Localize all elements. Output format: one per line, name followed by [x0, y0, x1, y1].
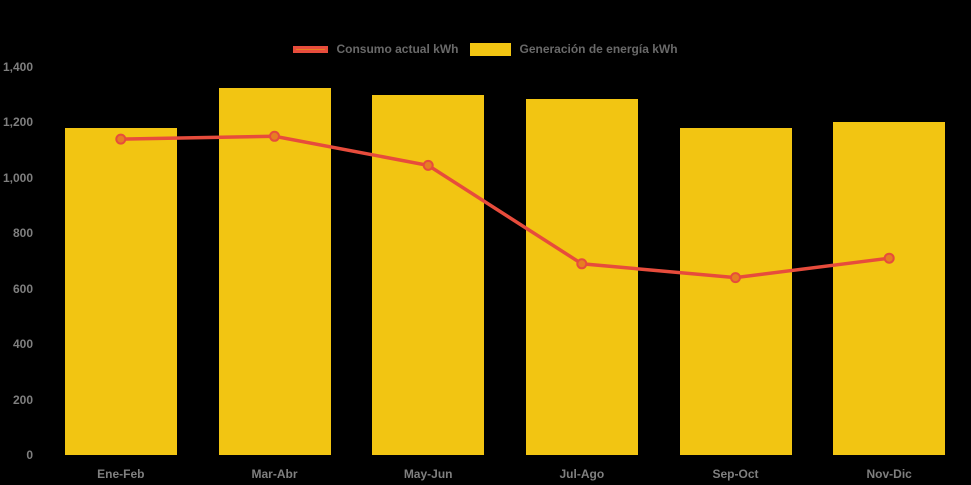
- y-tick-label: 1,000: [2, 170, 33, 185]
- legend-label-generacion-energia: Generación de energía kWh: [519, 42, 678, 56]
- line-series: [115, 130, 895, 284]
- x-tick-label-Ene-Feb: Ene-Feb: [97, 467, 145, 481]
- bar-May-Jun[interactable]: [372, 94, 485, 455]
- x-tick-label-Mar-Abr: Mar-Abr: [251, 467, 298, 481]
- line-point-Mar-Abr[interactable]: [269, 130, 280, 142]
- bar-Sep-Oct[interactable]: [679, 127, 792, 455]
- bar-Mar-Abr[interactable]: [218, 87, 331, 455]
- x-tick-label-Nov-Dic: Nov-Dic: [866, 467, 912, 481]
- bar-Jul-Ago[interactable]: [525, 98, 638, 455]
- x-tick-label-Jul-Ago: Jul-Ago: [559, 467, 605, 481]
- y-tick-label: 1,200: [2, 115, 33, 130]
- bar-Ene-Feb[interactable]: [64, 127, 177, 455]
- line-point-Ene-Feb[interactable]: [115, 133, 127, 145]
- x-tick-label-May-Jun: May-Jun: [403, 467, 453, 481]
- y-tick-label: 200: [12, 392, 33, 407]
- plot-area: [44, 67, 966, 455]
- legend: Consumo actual kWh Generación de energía…: [0, 40, 971, 58]
- x-tick-label-Sep-Oct: Sep-Oct: [712, 467, 759, 481]
- legend-label-consumo-actual: Consumo actual kWh: [336, 42, 459, 56]
- bar-series-swatch-icon: [470, 42, 512, 56]
- y-tick-label: 600: [12, 281, 33, 296]
- line-point-Nov-Dic[interactable]: [883, 252, 895, 264]
- legend-item-consumo-actual[interactable]: Consumo actual kWh: [293, 42, 458, 56]
- y-tick-label: 800: [12, 226, 33, 241]
- line-point-May-Jun[interactable]: [422, 159, 434, 171]
- y-tick-label: 1,400: [2, 60, 33, 74]
- legend-item-generacion-energia[interactable]: Generación de energía kWh: [470, 42, 678, 56]
- y-tick-label: 0: [26, 448, 33, 462]
- line-point-Jul-Ago[interactable]: [576, 258, 588, 270]
- line-point-Sep-Oct[interactable]: [730, 272, 741, 284]
- y-tick-label: 400: [12, 337, 33, 352]
- line-series-swatch-icon: [293, 45, 329, 53]
- bar-Nov-Dic[interactable]: [833, 122, 946, 455]
